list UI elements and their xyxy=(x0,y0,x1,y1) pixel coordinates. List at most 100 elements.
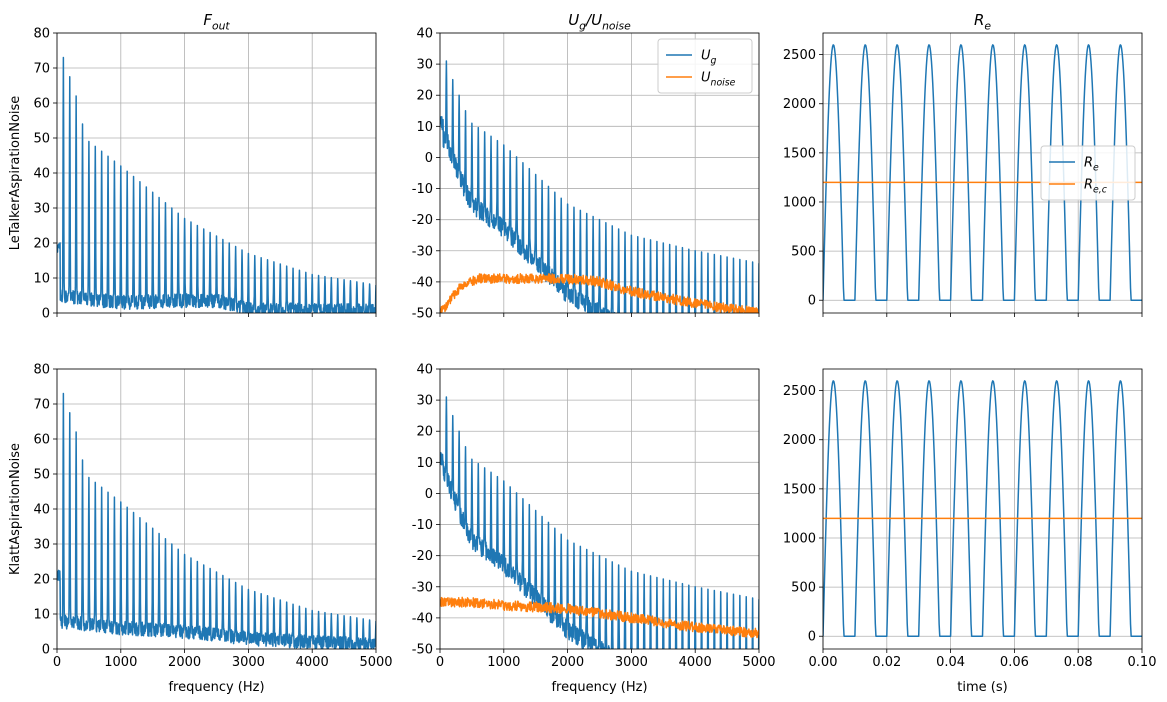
axes-frame xyxy=(439,368,760,650)
legend-label: Ug xyxy=(701,49,717,67)
y-tick-label: 50 xyxy=(33,132,50,147)
x-tick-label: 5000 xyxy=(742,655,775,670)
y-tick-label: 10 xyxy=(416,120,433,135)
y-tick-label: 10 xyxy=(33,608,50,623)
plot-area xyxy=(440,396,759,649)
plot-area xyxy=(57,392,376,649)
y-tick-label: 0 xyxy=(42,643,50,658)
y-tick-label: 40 xyxy=(416,363,433,378)
legend: Ug Unoise xyxy=(657,38,753,94)
y-tick-label: 500 xyxy=(791,245,816,260)
series-line-u-noise xyxy=(440,273,759,313)
series-line-u-g xyxy=(440,396,759,649)
y-tick-label: 1000 xyxy=(783,195,816,210)
series-line-series-1 xyxy=(57,56,376,313)
x-tick-label: 0.10 xyxy=(1128,655,1157,670)
axes-frame xyxy=(822,32,1143,314)
y-tick-label: 1500 xyxy=(783,482,816,497)
x-tick-label: 0.00 xyxy=(809,655,838,670)
subplot-5: 0 1000 2000 3000 4000 5000 -50 -40 -30 -20 -10 0 10 2… xyxy=(412,363,776,696)
x-tick-label: 0 xyxy=(53,655,61,670)
subplot-3: 0 500 1000 1500 2000 2500 Re Re Re,c xyxy=(783,11,1143,317)
x-tick-label: 0.06 xyxy=(1000,655,1029,670)
y-tick-label: 500 xyxy=(791,581,816,596)
x-tick-label: 1000 xyxy=(104,655,137,670)
series-line-u-g xyxy=(440,60,759,313)
y-tick-label: -20 xyxy=(412,549,433,564)
x-tick-label: 4000 xyxy=(296,655,329,670)
x-axis-label: frequency (Hz) xyxy=(551,680,647,695)
y-tick-label: 0 xyxy=(808,294,816,309)
y-tick-label: 0 xyxy=(808,630,816,645)
x-tick-label: 5000 xyxy=(359,655,392,670)
y-tick-label: -30 xyxy=(412,244,433,259)
y-tick-label: 70 xyxy=(33,62,50,77)
y-tick-label: 30 xyxy=(416,394,433,409)
series-line-r-e xyxy=(823,44,1142,301)
legend: Re Re,c xyxy=(1040,145,1136,201)
y-tick-label: 80 xyxy=(33,27,50,42)
axes-frame xyxy=(439,32,760,314)
y-tick-label: 80 xyxy=(33,363,50,378)
y-tick-label: -50 xyxy=(412,307,433,322)
subplot-title: Ug/Unoise xyxy=(568,11,631,33)
x-axis-label: frequency (Hz) xyxy=(168,680,264,695)
plot-area xyxy=(57,56,376,313)
series-line-u-noise xyxy=(440,596,759,639)
y-tick-label: -30 xyxy=(412,580,433,595)
y-tick-label: 20 xyxy=(33,237,50,252)
x-tick-label: 4000 xyxy=(679,655,712,670)
x-axis-label: time (s) xyxy=(957,680,1007,695)
x-tick-label: 0.04 xyxy=(936,655,965,670)
y-axis-label: KlattAspirationNoise xyxy=(8,443,23,575)
y-tick-label: 60 xyxy=(33,433,50,448)
y-tick-label: -40 xyxy=(412,275,433,290)
subplot-4: 0 1000 2000 3000 4000 5000 0 10 20 30 40 50 60 70 80 fr… xyxy=(8,363,393,696)
y-tick-label: 2000 xyxy=(783,97,816,112)
y-tick-label: 10 xyxy=(33,272,50,287)
subplot-6: 0.00 0.02 0.04 0.06 0.08 0.10 0 500 1000 1500 2000… xyxy=(783,368,1157,695)
y-tick-label: 30 xyxy=(416,58,433,73)
axes-frame xyxy=(822,368,1143,650)
y-tick-label: -10 xyxy=(412,182,433,197)
x-tick-label: 0.02 xyxy=(872,655,901,670)
y-tick-label: -10 xyxy=(412,518,433,533)
x-tick-label: 1000 xyxy=(487,655,520,670)
plot-area xyxy=(823,380,1142,637)
x-tick-label: 0.08 xyxy=(1064,655,1093,670)
y-tick-label: -20 xyxy=(412,213,433,228)
y-tick-label: 10 xyxy=(416,456,433,471)
y-tick-label: 0 xyxy=(425,151,433,166)
y-axis-label: LeTalkerAspirationNoise xyxy=(8,96,23,251)
y-tick-label: 2500 xyxy=(783,48,816,63)
legend-frame xyxy=(1040,145,1136,201)
y-tick-label: 1500 xyxy=(783,146,816,161)
y-tick-label: -50 xyxy=(412,643,433,658)
x-tick-label: 3000 xyxy=(232,655,265,670)
y-tick-label: 2000 xyxy=(783,433,816,448)
y-tick-label: 2500 xyxy=(783,384,816,399)
plot-area xyxy=(440,60,759,313)
y-tick-label: 30 xyxy=(33,202,50,217)
subplot-title: Re xyxy=(974,11,991,33)
y-tick-label: 20 xyxy=(416,89,433,104)
y-tick-label: 1000 xyxy=(783,531,816,546)
y-tick-label: -40 xyxy=(412,611,433,626)
legend-frame xyxy=(657,38,753,94)
y-tick-label: 40 xyxy=(416,27,433,42)
y-tick-label: 40 xyxy=(33,167,50,182)
x-tick-label: 2000 xyxy=(168,655,201,670)
legend-label: Re,c xyxy=(1084,178,1108,196)
y-tick-label: 40 xyxy=(33,503,50,518)
x-tick-label: 0 xyxy=(436,655,444,670)
x-tick-label: 3000 xyxy=(615,655,648,670)
y-tick-label: 30 xyxy=(33,538,50,553)
y-tick-label: 60 xyxy=(33,97,50,112)
y-tick-label: 20 xyxy=(416,425,433,440)
legend-label: Re xyxy=(1084,156,1099,174)
series-line-series-1 xyxy=(57,392,376,649)
series-line-r-e xyxy=(823,380,1142,637)
y-tick-label: 70 xyxy=(33,398,50,413)
subplot-title: Fout xyxy=(203,11,230,33)
